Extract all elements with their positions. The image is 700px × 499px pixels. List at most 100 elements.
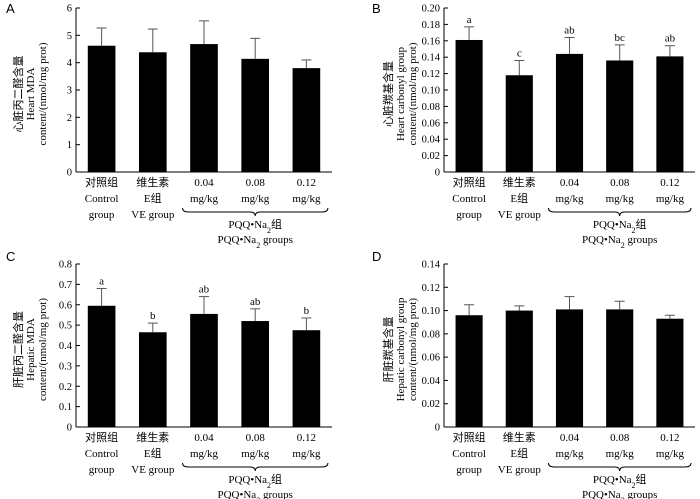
y-axis-label: 心脏丙二醛含量 Heart MDA content/(nmol/mg prot) xyxy=(11,42,49,145)
bar xyxy=(138,52,167,172)
group-brace xyxy=(181,462,329,472)
x-category-label: E组 xyxy=(510,191,528,205)
x-category-label: 0.04 xyxy=(560,432,580,444)
y-tick-label: 0 xyxy=(67,168,72,179)
y-axis-label-line: 肝脏丙二醛含量 xyxy=(11,311,25,388)
y-axis-label-line: Heart MDA xyxy=(25,68,37,121)
y-tick-label: 0.16 xyxy=(422,36,440,47)
x-category-label: VE group xyxy=(498,209,542,221)
y-tick-label: 0.4 xyxy=(59,341,73,352)
significance-letter: bc xyxy=(615,32,626,44)
bar xyxy=(455,39,483,173)
bar xyxy=(292,68,321,172)
x-category-label: 维生素 xyxy=(136,175,169,189)
y-axis-label: 肝脏丙二醛含量 Hepatic MDA content/(nmol/mg prot) xyxy=(11,298,49,401)
y-axis-label-line: content/(nmol/mg prot) xyxy=(407,42,419,145)
x-category-label: 0.04 xyxy=(560,177,580,189)
y-tick-label: 5 xyxy=(67,31,72,42)
y-tick-label: 0.06 xyxy=(422,353,440,364)
x-category-label: mg/kg xyxy=(606,193,635,205)
y-tick-label: 0.18 xyxy=(422,20,440,31)
pqq-group-label-cn: PQQ•Na2组 xyxy=(228,472,282,490)
y-tick-label: 0 xyxy=(435,168,440,179)
x-category-label: VE group xyxy=(131,464,175,476)
x-category-label: 对照组 xyxy=(453,430,486,444)
bar xyxy=(138,332,167,427)
x-category-label: mg/kg xyxy=(656,448,685,460)
y-axis-label-line: 心脏丙二醛含量 xyxy=(11,56,25,133)
x-category-label: 维生素 xyxy=(136,430,169,444)
y-axis-label: 肝脏羰基含量 Hepatic carbonyl group content/(nmo… xyxy=(381,297,419,401)
y-tick-label: 0.6 xyxy=(59,300,72,311)
x-category-label: 0.04 xyxy=(194,177,214,189)
y-tick-label: 0.08 xyxy=(422,329,440,340)
y-tick-label: 0 xyxy=(67,423,72,434)
y-axis-label-line: content/(nmol/mg prot) xyxy=(407,298,419,401)
x-category-label: 0.08 xyxy=(610,432,630,444)
x-category-label: mg/kg xyxy=(555,448,584,460)
y-axis-label-line: content/(nmol/mg prot) xyxy=(37,298,49,401)
x-category-label: mg/kg xyxy=(555,193,584,205)
bar xyxy=(555,309,584,427)
y-tick-label: 0.7 xyxy=(59,280,72,291)
x-category-label: E组 xyxy=(510,446,528,460)
bar xyxy=(656,56,684,172)
y-tick-label: 0.02 xyxy=(422,399,440,410)
y-axis-label-line: Hepatic carbonyl group xyxy=(395,297,407,401)
y-tick-label: 0.14 xyxy=(422,53,441,64)
significance-letter: c xyxy=(517,47,522,59)
y-tick-label: 0.12 xyxy=(422,283,440,294)
bar xyxy=(505,310,533,427)
y-tick-label: 0.10 xyxy=(422,306,440,317)
x-category-label: mg/kg xyxy=(190,448,219,460)
y-tick-label: 2 xyxy=(67,113,72,124)
pqq-group-label-en: PQQ•Na2 groups xyxy=(218,234,293,250)
x-category-label: 对照组 xyxy=(453,175,486,189)
y-axis-label-line: content/(nmol/mg prot) xyxy=(37,42,49,145)
y-tick-label: 0.3 xyxy=(59,361,72,372)
x-category-label: group xyxy=(456,209,482,221)
x-category-label: Control xyxy=(85,193,119,205)
significance-letter: b xyxy=(150,310,156,322)
bar xyxy=(87,305,116,427)
x-category-label: mg/kg xyxy=(606,448,635,460)
y-tick-label: 0.14 xyxy=(422,260,441,271)
pqq-group-label-cn: PQQ•Na2组 xyxy=(593,217,647,235)
x-category-label: mg/kg xyxy=(190,193,219,205)
x-category-label: group xyxy=(89,464,115,476)
bar xyxy=(606,60,634,173)
x-category-label: VE group xyxy=(131,209,175,221)
y-tick-label: 4 xyxy=(67,58,73,69)
significance-letter: a xyxy=(467,14,472,26)
chart-panel-a: A 0 1 2 3 4 5 6 心脏丙二醛含量 Heart MDA content/(nmol/mg… xyxy=(6,1,332,250)
y-tick-label: 0.12 xyxy=(422,69,440,80)
y-tick-label: 0.8 xyxy=(59,260,72,271)
chart-panel-d: D 0 0.02 0.04 0.06 0.08 0.10 0.12 0.14 肝脏羰基含量 Hepa… xyxy=(372,249,695,499)
y-tick-label: 0.10 xyxy=(422,86,440,97)
bar xyxy=(555,53,584,172)
x-category-label: 0.04 xyxy=(194,432,214,444)
bar xyxy=(190,44,218,172)
x-category-label: 对照组 xyxy=(85,175,118,189)
x-category-label: 0.08 xyxy=(610,177,630,189)
panel-letter: B xyxy=(372,1,381,16)
x-category-label: 维生素 xyxy=(503,430,536,444)
x-category-label: E组 xyxy=(144,191,162,205)
bar xyxy=(190,313,218,427)
pqq-group-label-cn: PQQ•Na2组 xyxy=(593,472,647,490)
group-brace xyxy=(547,207,692,217)
x-category-label: group xyxy=(456,464,482,476)
x-category-label: mg/kg xyxy=(656,193,685,205)
x-category-label: group xyxy=(89,209,115,221)
x-category-label: 0.08 xyxy=(246,177,266,189)
significance-letter: a xyxy=(99,275,104,287)
y-axis-label-line: 心脏羰基含量 xyxy=(381,61,395,127)
x-category-label: 0.12 xyxy=(660,177,679,189)
significance-letter: ab xyxy=(199,284,210,296)
x-category-label: 0.08 xyxy=(246,432,266,444)
pqq-group-label-cn: PQQ•Na2组 xyxy=(228,217,282,235)
x-category-label: 0.12 xyxy=(297,177,316,189)
pqq-group-label-en: PQQ•Na2 groups xyxy=(582,489,657,499)
bar xyxy=(606,309,634,427)
